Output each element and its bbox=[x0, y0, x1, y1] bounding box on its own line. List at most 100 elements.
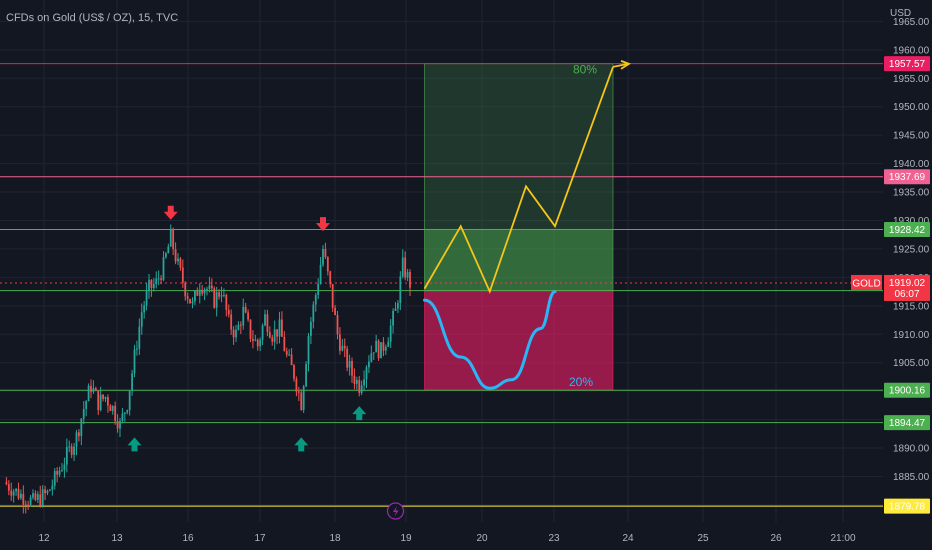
candle-down bbox=[232, 329, 235, 338]
time-axis[interactable]: 12 13 16 17 18 19 20 23 24 25 26 21:00 bbox=[0, 522, 883, 550]
candle-down bbox=[22, 493, 25, 505]
candle-up bbox=[92, 388, 95, 392]
time-tick-label: 20 bbox=[476, 533, 488, 544]
down-arrow-icon bbox=[163, 205, 178, 220]
price-tick-label: 1910.00 bbox=[893, 330, 930, 341]
candle-up bbox=[126, 410, 129, 413]
price-level-badge bbox=[884, 169, 930, 185]
mid-zone bbox=[424, 228, 614, 292]
projection-arrowhead bbox=[620, 60, 632, 70]
candle-down bbox=[295, 378, 298, 392]
candle-down bbox=[331, 284, 334, 308]
symbol-tag-text: GOLD bbox=[852, 278, 880, 289]
candle-down bbox=[116, 421, 119, 429]
candle-up bbox=[375, 340, 378, 353]
candle-down bbox=[5, 482, 8, 485]
up-arrow-icon bbox=[352, 406, 367, 421]
candle-up bbox=[128, 390, 131, 411]
price-tick-label: 1960.00 bbox=[893, 45, 930, 56]
chart-title: CFDs on Gold (US$ / OZ), 15, TVC bbox=[6, 12, 178, 24]
price-tick-label: 1890.00 bbox=[893, 444, 930, 455]
price-tick-label: 1945.00 bbox=[893, 131, 930, 142]
candle-up bbox=[310, 321, 312, 336]
candle-down bbox=[186, 296, 189, 299]
candle-up bbox=[341, 345, 344, 351]
lightning-bolt-glyph bbox=[393, 506, 399, 517]
candle-down bbox=[227, 309, 230, 315]
candle-down bbox=[329, 271, 332, 285]
zones-layer: 80% 20% bbox=[424, 63, 614, 391]
price-tick-label: 1915.00 bbox=[893, 301, 930, 312]
candle-up bbox=[177, 258, 179, 262]
candle-up bbox=[314, 295, 317, 305]
candle-down bbox=[24, 504, 27, 506]
candle-up bbox=[360, 385, 363, 393]
price-badges: 1957.571937.691928.421917.681900.161894.… bbox=[851, 56, 930, 514]
candle-up bbox=[155, 278, 158, 284]
candle-up bbox=[20, 493, 22, 499]
candle-down bbox=[196, 290, 199, 296]
candle-up bbox=[99, 394, 102, 411]
expected-dip-curve bbox=[423, 290, 557, 390]
candle-down bbox=[244, 306, 247, 313]
candle-down bbox=[174, 249, 177, 262]
candle-up bbox=[75, 432, 78, 447]
candle-up bbox=[51, 485, 54, 490]
candle-up bbox=[399, 276, 402, 304]
candle-down bbox=[218, 292, 220, 297]
candle-up bbox=[46, 490, 49, 494]
candle-up bbox=[49, 489, 51, 491]
time-tick-label: 23 bbox=[548, 533, 560, 544]
candle-up bbox=[12, 491, 15, 496]
candle-up bbox=[145, 291, 148, 306]
candle-down bbox=[78, 432, 80, 437]
candle-up bbox=[235, 329, 237, 338]
candle-down bbox=[27, 504, 30, 506]
price-tick-label: 1940.00 bbox=[893, 159, 930, 170]
time-axis-panel bbox=[0, 522, 883, 550]
candle-up bbox=[307, 335, 310, 365]
candle-down bbox=[102, 394, 104, 399]
candle-up bbox=[123, 412, 126, 414]
candle-up bbox=[85, 401, 88, 410]
candle-up bbox=[140, 312, 143, 327]
candle-up bbox=[36, 494, 39, 500]
candle-up bbox=[392, 310, 394, 326]
candle-down bbox=[276, 329, 278, 337]
candle-up bbox=[397, 303, 399, 309]
candle-up bbox=[104, 397, 107, 399]
candle-up bbox=[167, 246, 170, 254]
price-tick-label: 1905.00 bbox=[893, 358, 930, 369]
candle-up bbox=[223, 294, 225, 296]
candle-up bbox=[368, 361, 370, 368]
levels-layer bbox=[0, 63, 883, 507]
price-tick-label: 1950.00 bbox=[893, 102, 930, 113]
price-level-badge bbox=[884, 382, 930, 398]
candle-down bbox=[44, 489, 46, 494]
candle-up bbox=[165, 253, 167, 258]
candle-down bbox=[150, 279, 153, 288]
candle-up bbox=[319, 264, 322, 284]
candle-down bbox=[107, 397, 109, 406]
projection-layer bbox=[423, 60, 632, 390]
candle-down bbox=[351, 361, 353, 376]
candle-up bbox=[82, 409, 85, 419]
candle-down bbox=[404, 257, 407, 278]
candle-up bbox=[322, 248, 324, 265]
candle-up bbox=[401, 257, 404, 277]
candle-up bbox=[133, 349, 136, 374]
candle-up bbox=[237, 324, 240, 330]
time-tick-label: 13 bbox=[111, 533, 123, 544]
candle-down bbox=[184, 282, 187, 297]
candle-up bbox=[387, 341, 390, 347]
price-level-badge-text: 1900.16 bbox=[889, 386, 926, 397]
candle-up bbox=[53, 471, 56, 486]
candle-down bbox=[189, 298, 191, 304]
candle-up bbox=[261, 325, 264, 340]
candle-up bbox=[157, 278, 160, 280]
candle-down bbox=[283, 336, 286, 352]
candle-up bbox=[169, 229, 172, 247]
candle-down bbox=[201, 289, 204, 294]
